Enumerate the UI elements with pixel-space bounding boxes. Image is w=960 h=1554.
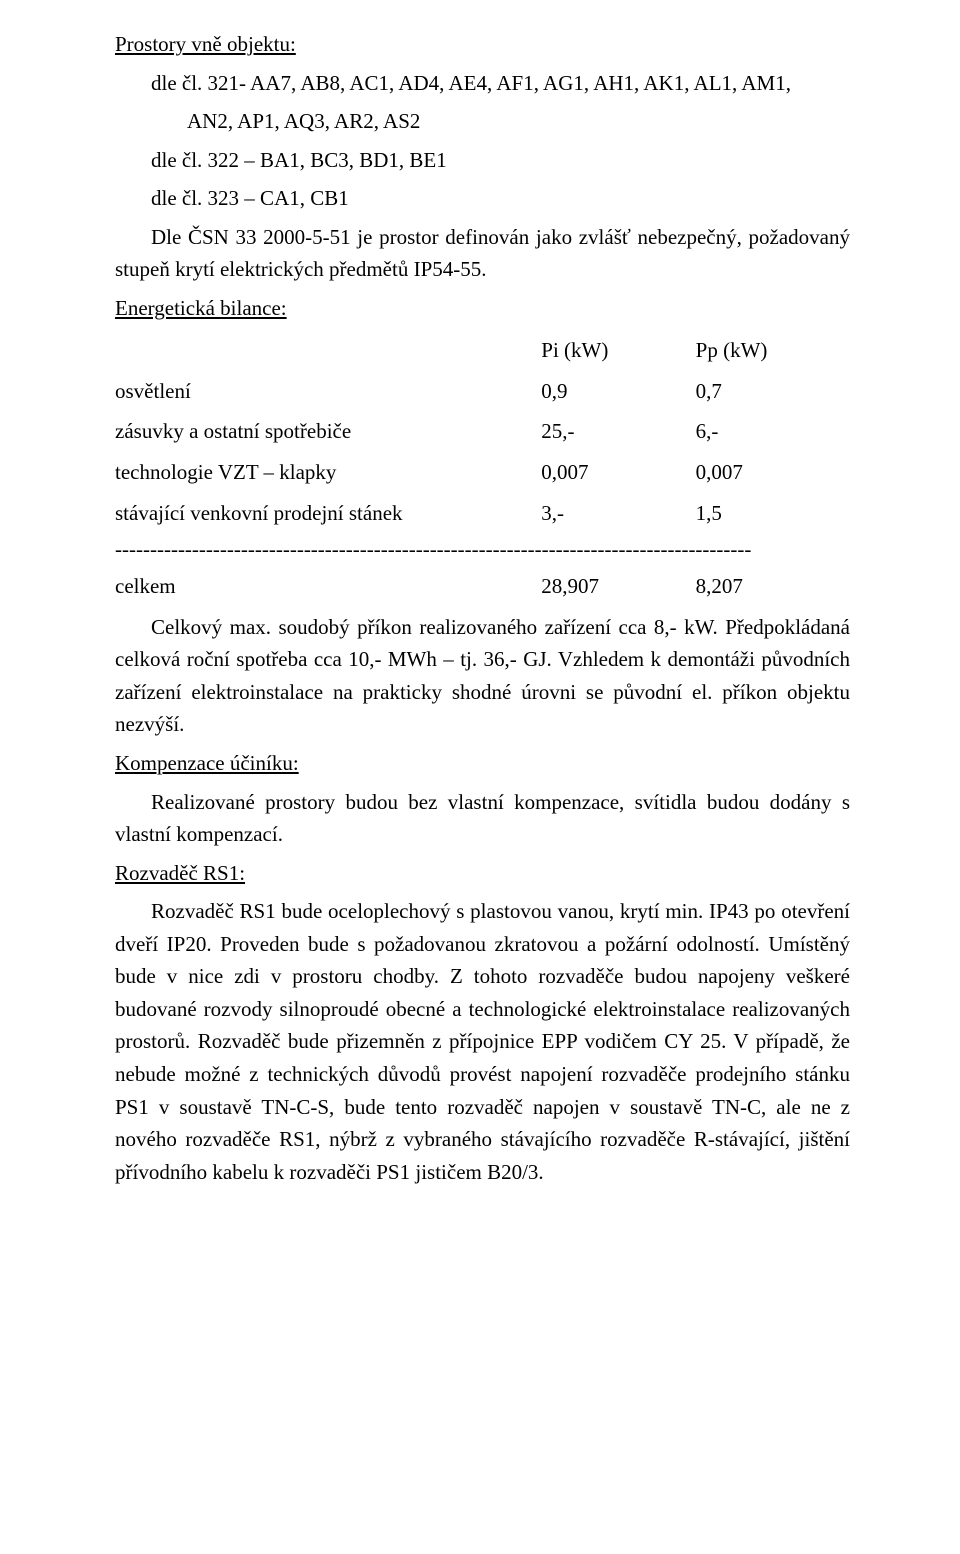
- table-row: technologie VZT – klapky 0,007 0,007: [115, 452, 850, 493]
- energy-paragraph: Celkový max. soudobý příkon realizovanéh…: [115, 611, 850, 741]
- section-heading-outer-spaces: Prostory vně objektu:: [115, 28, 850, 61]
- row-label: stávající venkovní prodejní stánek: [115, 493, 541, 534]
- row-value-b: 6,-: [696, 411, 850, 452]
- row-value-a: 0,007: [541, 452, 695, 493]
- separator-dashes: ----------------------------------------…: [115, 537, 850, 562]
- row-label: technologie VZT – klapky: [115, 452, 541, 493]
- table-row: stávající venkovní prodejní stánek 3,- 1…: [115, 493, 850, 534]
- energy-table: Pi (kW) Pp (kW) osvětlení 0,9 0,7 zásuvk…: [115, 330, 850, 533]
- section-heading-kompenzace: Kompenzace účiníku:: [115, 747, 850, 780]
- rs1-text: Rozvaděč RS1 bude oceloplechový s plasto…: [115, 895, 850, 1188]
- table-row-total: celkem 28,907 8,207: [115, 566, 850, 607]
- table-header-pp: Pp (kW): [696, 330, 850, 371]
- table-header-empty: [115, 330, 541, 371]
- total-label: celkem: [115, 566, 541, 607]
- total-a: 28,907: [541, 566, 695, 607]
- row-value-a: 3,-: [541, 493, 695, 534]
- table-row: zásuvky a ostatní spotřebiče 25,- 6,-: [115, 411, 850, 452]
- section-heading-energy: Energetická bilance:: [115, 292, 850, 325]
- row-label: osvětlení: [115, 371, 541, 412]
- row-value-a: 0,9: [541, 371, 695, 412]
- kompenzace-text: Realizované prostory budou bez vlastní k…: [115, 786, 850, 851]
- row-value-b: 0,7: [696, 371, 850, 412]
- outer-line3: dle čl. 323 – CA1, CB1: [151, 182, 850, 215]
- row-value-b: 0,007: [696, 452, 850, 493]
- energy-total-table: celkem 28,907 8,207: [115, 566, 850, 607]
- row-value-b: 1,5: [696, 493, 850, 534]
- definition-note: Dle ČSN 33 2000-5-51 je prostor definová…: [115, 221, 850, 286]
- total-b: 8,207: [696, 566, 850, 607]
- table-header-pi: Pi (kW): [541, 330, 695, 371]
- section-heading-rs1: Rozvaděč RS1:: [115, 857, 850, 890]
- outer-line1: dle čl. 321- AA7, AB8, AC1, AD4, AE4, AF…: [151, 67, 850, 100]
- row-value-a: 25,-: [541, 411, 695, 452]
- table-row: osvětlení 0,9 0,7: [115, 371, 850, 412]
- outer-line2: dle čl. 322 – BA1, BC3, BD1, BE1: [151, 144, 850, 177]
- row-label: zásuvky a ostatní spotřebiče: [115, 411, 541, 452]
- outer-line1b: AN2, AP1, AQ3, AR2, AS2: [187, 105, 850, 138]
